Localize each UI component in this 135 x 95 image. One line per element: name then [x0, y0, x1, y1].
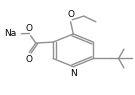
Text: Na: Na	[4, 29, 16, 38]
Text: O: O	[26, 55, 33, 64]
Text: N: N	[71, 70, 77, 78]
Text: O: O	[26, 24, 33, 33]
Text: O: O	[68, 10, 75, 19]
